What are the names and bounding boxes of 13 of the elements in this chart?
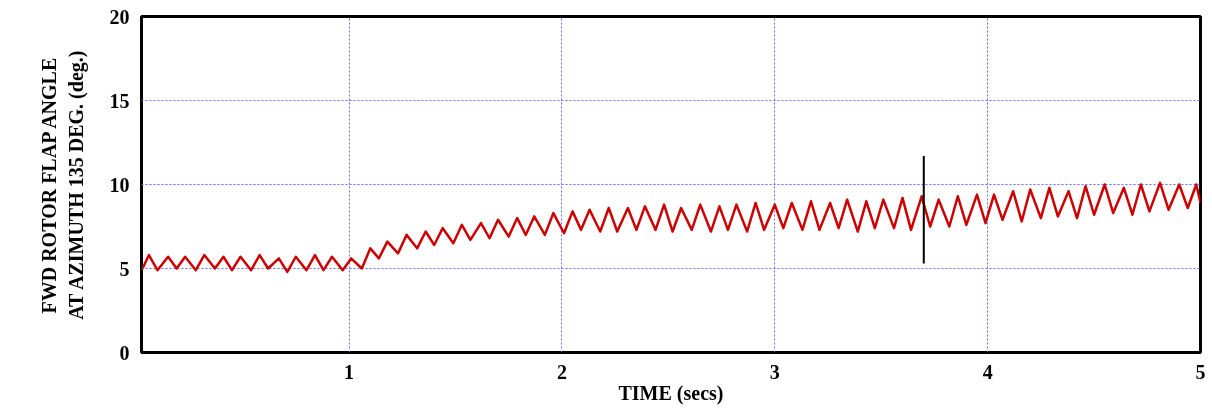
y-tick-label: 5: [119, 257, 130, 280]
y-axis-title: FWD ROTOR FLAP ANGLE AT AZIMUTH 135 DEG. (deg.): [38, 50, 88, 320]
x-tick-label: 3: [769, 360, 780, 383]
y-tick-label: 10: [109, 173, 130, 196]
x-axis-title: TIME (secs): [618, 381, 724, 405]
x-tick-label: 5: [1195, 360, 1206, 383]
line-series: [141, 181, 1201, 274]
x-tick-label: 1: [344, 360, 355, 383]
x-tick-label: 4: [982, 360, 993, 383]
y-tick-label: 0: [119, 341, 130, 364]
y-tick-label: 20: [109, 5, 130, 28]
x-tick-label: 2: [556, 360, 567, 383]
y-tick-label: 15: [109, 89, 130, 112]
